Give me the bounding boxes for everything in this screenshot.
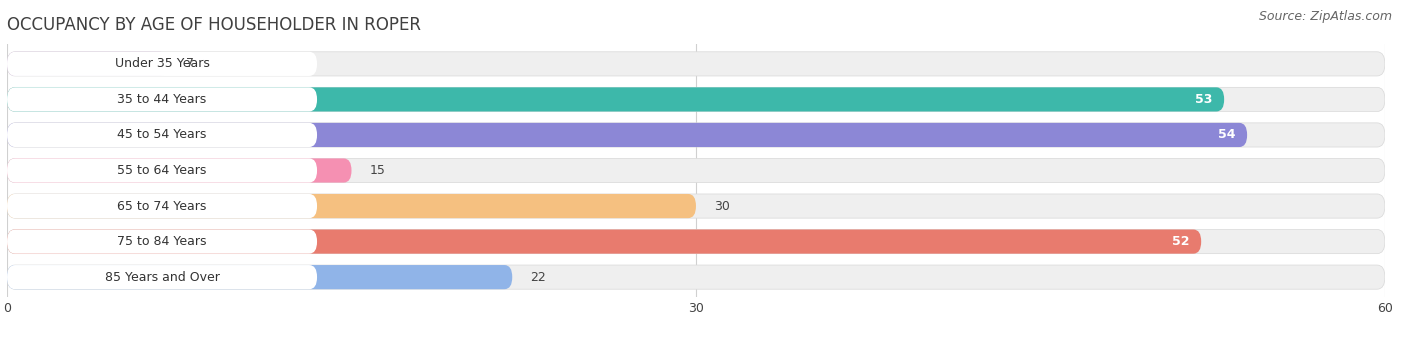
FancyBboxPatch shape — [7, 159, 1385, 182]
FancyBboxPatch shape — [7, 194, 318, 218]
Text: 7: 7 — [186, 57, 194, 70]
FancyBboxPatch shape — [7, 123, 318, 147]
FancyBboxPatch shape — [7, 52, 167, 76]
FancyBboxPatch shape — [7, 123, 1247, 147]
FancyBboxPatch shape — [7, 229, 318, 254]
FancyBboxPatch shape — [7, 87, 1385, 112]
FancyBboxPatch shape — [7, 229, 1385, 254]
Text: Source: ZipAtlas.com: Source: ZipAtlas.com — [1258, 10, 1392, 23]
Text: 22: 22 — [530, 271, 547, 284]
FancyBboxPatch shape — [7, 87, 1225, 112]
FancyBboxPatch shape — [7, 265, 512, 289]
Text: OCCUPANCY BY AGE OF HOUSEHOLDER IN ROPER: OCCUPANCY BY AGE OF HOUSEHOLDER IN ROPER — [7, 16, 420, 34]
FancyBboxPatch shape — [7, 229, 1201, 254]
Text: 45 to 54 Years: 45 to 54 Years — [117, 129, 207, 142]
FancyBboxPatch shape — [7, 52, 318, 76]
FancyBboxPatch shape — [7, 159, 318, 182]
Text: 54: 54 — [1218, 129, 1236, 142]
Text: 55 to 64 Years: 55 to 64 Years — [117, 164, 207, 177]
FancyBboxPatch shape — [7, 265, 1385, 289]
Text: 85 Years and Over: 85 Years and Over — [104, 271, 219, 284]
FancyBboxPatch shape — [7, 194, 1385, 218]
Text: 30: 30 — [714, 199, 730, 212]
FancyBboxPatch shape — [7, 87, 318, 112]
FancyBboxPatch shape — [7, 194, 696, 218]
FancyBboxPatch shape — [7, 159, 351, 182]
FancyBboxPatch shape — [7, 52, 1385, 76]
Text: 75 to 84 Years: 75 to 84 Years — [117, 235, 207, 248]
Text: 65 to 74 Years: 65 to 74 Years — [117, 199, 207, 212]
Text: 35 to 44 Years: 35 to 44 Years — [118, 93, 207, 106]
Text: 52: 52 — [1173, 235, 1189, 248]
Text: 15: 15 — [370, 164, 385, 177]
Text: 53: 53 — [1195, 93, 1213, 106]
Text: Under 35 Years: Under 35 Years — [115, 57, 209, 70]
FancyBboxPatch shape — [7, 265, 318, 289]
FancyBboxPatch shape — [7, 123, 1385, 147]
